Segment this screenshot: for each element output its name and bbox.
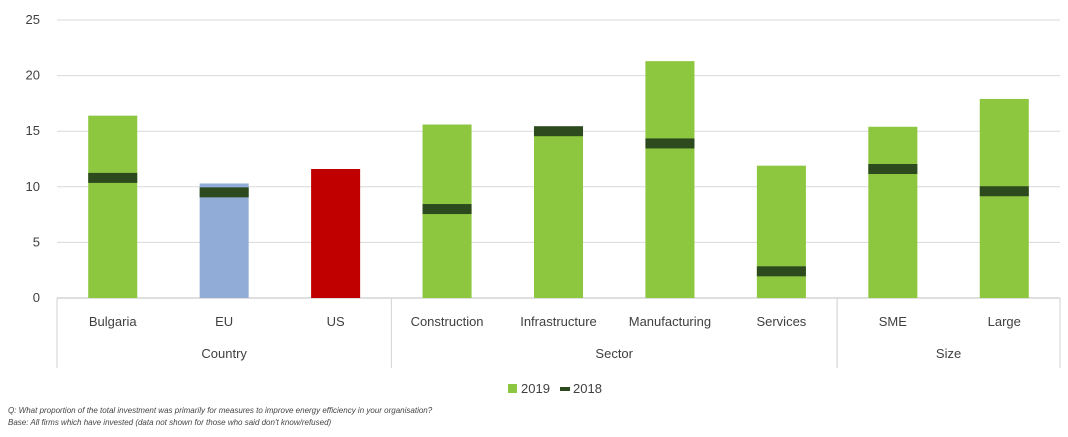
footnote-question: Q: What proportion of the total investme…	[8, 406, 433, 415]
category-label-large: Large	[988, 314, 1021, 329]
category-label-construction: Construction	[411, 314, 484, 329]
y-tick-label-10: 10	[26, 179, 40, 194]
marker-2018-infrastructure	[533, 126, 584, 137]
marker-2018-bulgaria	[88, 172, 138, 183]
footnote-base: Base: All firms which have invested (dat…	[8, 418, 332, 427]
group-label-country: Country	[201, 346, 247, 361]
legend-swatch-2019	[508, 384, 517, 393]
category-label-sme: SME	[879, 314, 908, 329]
markers-2018	[88, 126, 1029, 277]
bars-2019	[88, 61, 1029, 299]
category-label-us: US	[327, 314, 345, 329]
bar-eu	[199, 183, 249, 298]
marker-2018-large	[979, 186, 1029, 197]
category-label-services: Services	[756, 314, 806, 329]
marker-2018-sme	[868, 164, 918, 175]
bar-infrastructure	[533, 128, 584, 298]
bar-services	[756, 165, 806, 298]
bar-sme	[868, 126, 918, 298]
category-label-bulgaria: Bulgaria	[89, 314, 137, 329]
bar-bulgaria	[88, 115, 138, 298]
y-tick-label-25: 25	[26, 12, 40, 27]
x-axis: Bulgaria EU US Construction Infrastructure Ma…	[56, 298, 1061, 368]
y-axis-ticks: 0 5 10 15 20 25	[26, 12, 40, 305]
y-tick-label-15: 15	[26, 123, 40, 138]
group-label-size: Size	[936, 346, 961, 361]
y-tick-label-0: 0	[33, 290, 40, 305]
marker-2018-manufacturing	[645, 138, 695, 149]
category-label-manufacturing: Manufacturing	[629, 314, 711, 329]
legend-label-2019: 2019	[521, 381, 550, 396]
bar-manufacturing	[645, 61, 695, 299]
bar-large	[979, 98, 1029, 299]
bar-us	[311, 169, 361, 298]
y-tick-label-5: 5	[33, 234, 40, 249]
legend-swatch-2018	[560, 387, 570, 391]
legend: 2019 2018	[508, 381, 602, 396]
legend-label-2018: 2018	[573, 381, 602, 396]
marker-2018-construction	[422, 204, 472, 215]
y-tick-label-20: 20	[26, 68, 40, 83]
category-label-infrastructure: Infrastructure	[520, 314, 597, 329]
group-label-sector: Sector	[595, 346, 633, 361]
marker-2018-services	[756, 266, 806, 277]
marker-2018-eu	[199, 187, 249, 198]
category-label-eu: EU	[215, 314, 233, 329]
